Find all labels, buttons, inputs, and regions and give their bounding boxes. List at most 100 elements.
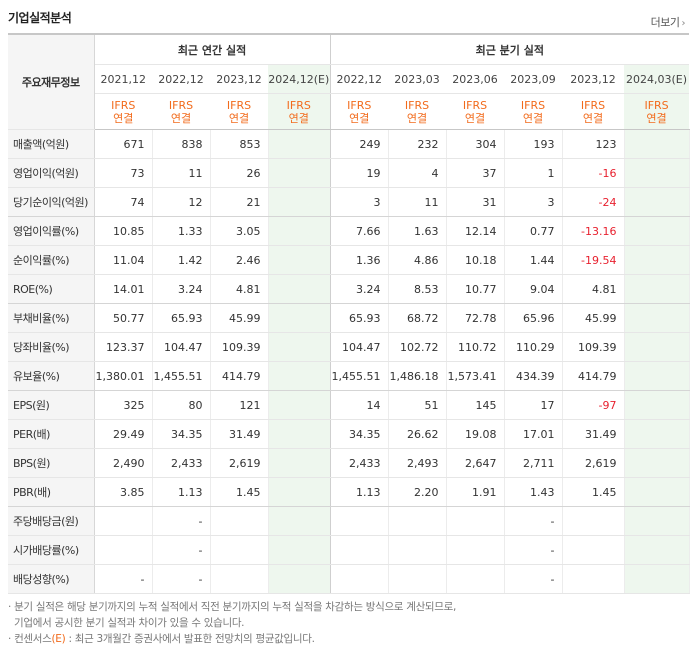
row-label: BPS(원) xyxy=(8,448,95,478)
table-cell: 414.79 xyxy=(210,361,269,391)
table-row: 당좌비율(%) 123.37 104.47 109.39 104.47 102.72 110… xyxy=(8,332,690,362)
basis-header: IFRS 연결 xyxy=(388,93,447,130)
row-label: EPS(원) xyxy=(8,390,95,420)
table-cell: 4 xyxy=(388,158,447,188)
table-cell xyxy=(388,506,447,536)
row-label: 유보율(%) xyxy=(8,361,95,391)
row-label: 부채비율(%) xyxy=(8,303,95,333)
table-cell xyxy=(624,535,690,565)
basis-ifrs: IFRS xyxy=(580,98,606,112)
period-header: 2023,06 xyxy=(446,64,505,94)
row-label: 당기순이익(억원) xyxy=(8,187,95,217)
table-cell: 4.81 xyxy=(210,274,269,304)
period-header: 2021,12 xyxy=(94,64,152,94)
table-cell xyxy=(210,535,269,565)
table-cell: 2,490 xyxy=(94,448,153,478)
basis-consolidated: 연결 xyxy=(522,111,544,125)
table-cell: -13.16 xyxy=(562,216,625,246)
table-cell xyxy=(268,361,331,391)
corner-label: 주요재무정보 xyxy=(8,33,95,130)
table-cell: 4.81 xyxy=(562,274,625,304)
table-cell: 2,493 xyxy=(388,448,447,478)
table-cell: 1.91 xyxy=(446,477,505,507)
table-cell: 2,711 xyxy=(504,448,563,478)
row-label: PBR(배) xyxy=(8,477,95,507)
table-cell xyxy=(388,535,447,565)
table-cell: 838 xyxy=(152,129,211,159)
table-cell: 50.77 xyxy=(94,303,153,333)
table-cell: 10.18 xyxy=(446,245,505,275)
table-cell: 1.45 xyxy=(210,477,269,507)
row-label: 영업이익(억원) xyxy=(8,158,95,188)
more-label: 더보기 xyxy=(650,16,680,29)
table-cell xyxy=(268,477,331,507)
more-link[interactable]: 더보기 › xyxy=(650,14,686,30)
basis-header: IFRS 연결 xyxy=(268,93,331,130)
table-cell: 1.13 xyxy=(152,477,211,507)
basis-ifrs: IFRS xyxy=(347,98,372,112)
table-cell: 110.29 xyxy=(504,332,563,362)
table-cell: 17 xyxy=(504,390,563,420)
table-row: 당기순이익(억원) 74 12 21 3 11 31 3 -24 xyxy=(8,187,690,217)
table-cell: 26.62 xyxy=(388,419,447,449)
basis-header: IFRS 연결 xyxy=(94,93,152,130)
table-cell xyxy=(624,158,690,188)
basis-header: IFRS 연결 xyxy=(624,93,690,130)
table-cell: 31 xyxy=(446,187,505,217)
table-cell: 68.72 xyxy=(388,303,447,333)
table-cell: 1.63 xyxy=(388,216,447,246)
table-cell: 80 xyxy=(152,390,211,420)
table-cell: 34.35 xyxy=(330,419,389,449)
table-cell: -19.54 xyxy=(562,245,625,275)
table-cell: 123.37 xyxy=(94,332,153,362)
table-cell: - xyxy=(152,506,211,536)
basis-consolidated: 연결 xyxy=(228,111,250,125)
table-cell: -16 xyxy=(562,158,625,188)
row-label: 당좌비율(%) xyxy=(8,332,95,362)
period-header: 2023,03 xyxy=(388,64,447,94)
footnote-1-cont: 기업에서 공시한 분기 실적과 차이가 있을 수 있습니다. xyxy=(14,617,245,629)
table-cell: 8.53 xyxy=(388,274,447,304)
table-cell: 11 xyxy=(152,158,211,188)
table-cell: 19 xyxy=(330,158,389,188)
table-cell: - xyxy=(504,506,563,536)
row-label: 배당성향(%) xyxy=(8,564,95,594)
footnote-2-text: : 최근 3개월간 증권사에서 발표한 전망치의 평균값입니다. xyxy=(65,633,315,645)
table-cell: 17.01 xyxy=(504,419,563,449)
group-annual-header: 최근 연간 실적 xyxy=(94,33,331,65)
table-cell xyxy=(562,564,625,594)
table-cell: 11.04 xyxy=(94,245,153,275)
table-cell: 7.66 xyxy=(330,216,389,246)
group-quarter-header: 최근 분기 실적 xyxy=(330,33,690,65)
table-row: 배당성향(%) - - - xyxy=(8,564,690,594)
period-header: 2024,03(E) xyxy=(624,64,690,94)
basis-header: IFRS 연결 xyxy=(152,93,210,130)
table-cell xyxy=(268,535,331,565)
basis-consolidated: 연결 xyxy=(288,111,309,125)
table-cell: - xyxy=(504,535,563,565)
table-row: 영업이익(억원) 73 11 26 19 4 37 1 -16 xyxy=(8,158,690,188)
table-cell: - xyxy=(152,535,211,565)
table-row: 순이익률(%) 11.04 1.42 2.46 1.36 4.86 10.18 1.44 -19… xyxy=(8,245,690,275)
basis-ifrs: IFRS xyxy=(644,98,669,112)
table-cell: 14.01 xyxy=(94,274,153,304)
table-cell: 4.86 xyxy=(388,245,447,275)
table-cell: 1.45 xyxy=(562,477,625,507)
table-cell: 14 xyxy=(330,390,389,420)
table-cell: 249 xyxy=(330,129,389,159)
table-cell: 3.24 xyxy=(330,274,389,304)
basis-ifrs: IFRS xyxy=(111,98,136,112)
table-row: EPS(원) 325 80 121 14 51 145 17 -97 xyxy=(8,390,690,420)
table-cell xyxy=(446,506,505,536)
table-cell xyxy=(624,245,690,275)
table-cell: 434.39 xyxy=(504,361,563,391)
basis-ifrs: IFRS xyxy=(520,98,546,112)
table-cell: 325 xyxy=(94,390,153,420)
basis-consolidated: 연결 xyxy=(113,111,134,125)
table-cell: 414.79 xyxy=(562,361,625,391)
table-cell: 10.77 xyxy=(446,274,505,304)
table-cell xyxy=(268,216,331,246)
table-cell: 145 xyxy=(446,390,505,420)
table-cell xyxy=(624,448,690,478)
table-cell: 853 xyxy=(210,129,269,159)
